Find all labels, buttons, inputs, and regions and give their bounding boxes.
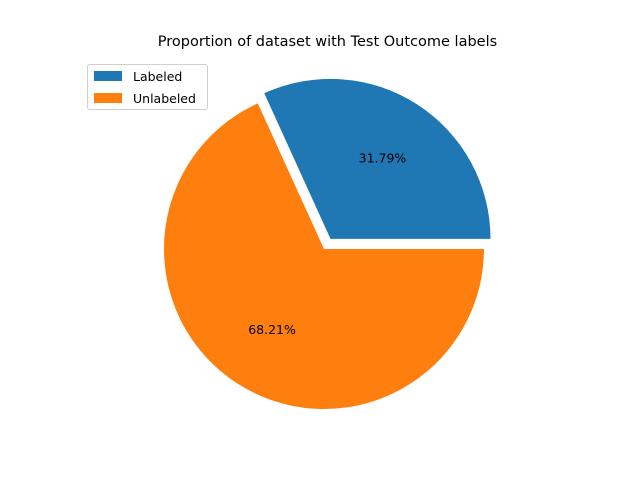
legend-label-labeled: Labeled <box>133 68 183 84</box>
pie-label-labeled: 31.79% <box>359 151 407 166</box>
pie-slice-labeled <box>264 78 491 239</box>
legend-swatch-unlabeled <box>94 93 122 103</box>
legend-label-unlabeled: Unlabeled <box>133 90 196 106</box>
legend: Labeled Unlabeled <box>87 64 208 110</box>
legend-item-unlabeled: Unlabeled <box>94 90 196 106</box>
legend-swatch-labeled <box>94 71 122 81</box>
legend-item-labeled: Labeled <box>94 68 182 84</box>
pie-label-unlabeled: 68.21% <box>248 322 296 337</box>
chart-title: Proportion of dataset with Test Outcome … <box>157 34 498 50</box>
pie-slice-unlabeled <box>164 103 484 409</box>
